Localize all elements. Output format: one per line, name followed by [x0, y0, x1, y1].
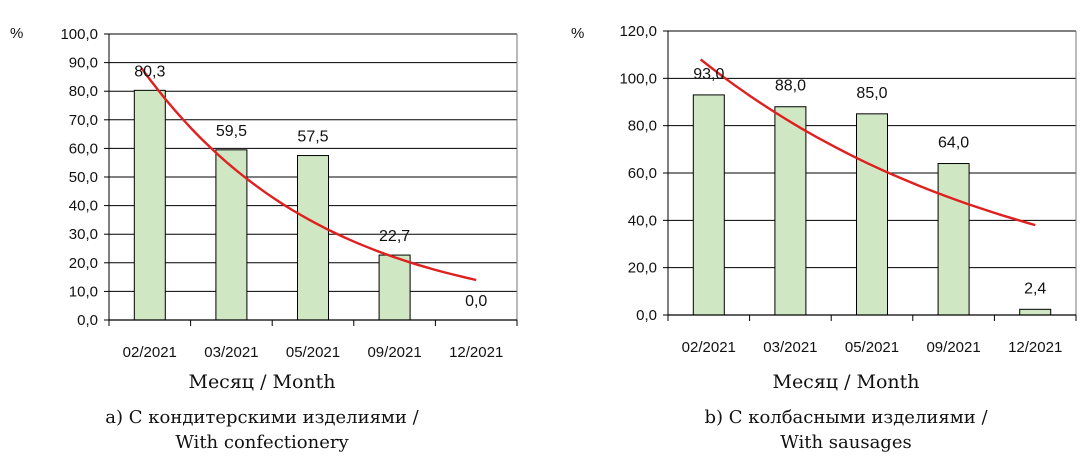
data-label: 0,0	[465, 293, 487, 310]
y-tick-label: 70,0	[69, 112, 98, 129]
x-axis-title: Месяц / Month	[188, 371, 335, 393]
y-tick-label: 40,0	[628, 212, 657, 229]
trend-line	[699, 58, 1036, 227]
data-label: 22,7	[379, 228, 410, 245]
y-tick-label: 120,0	[619, 23, 657, 40]
bar	[133, 89, 166, 321]
y-unit-label: %	[571, 25, 584, 42]
y-tick-label: 100,0	[60, 26, 98, 43]
bar	[856, 113, 888, 316]
y-tick-label: 0,0	[77, 312, 98, 329]
x-tick-label: 05/2021	[845, 339, 899, 356]
bar	[378, 254, 411, 321]
y-tick-label: 100,0	[619, 70, 657, 87]
bar	[692, 94, 725, 316]
data-label: 57,5	[297, 129, 328, 146]
data-label: 2,4	[1024, 280, 1046, 297]
x-tick-label: 02/2021	[682, 339, 736, 356]
x-tick-label: 05/2021	[286, 344, 340, 361]
chart-panel-1: 0,0 10,0 20,0 30,0 40,0 50,0 60,0 70,0 80,0 90,0 1…	[10, 25, 518, 453]
bar	[297, 155, 329, 321]
y-tick-label: 60,0	[69, 140, 98, 157]
x-axis-title: Месяц / Month	[772, 371, 919, 393]
y-tick-label: 80,0	[69, 83, 98, 100]
data-label: 80,3	[134, 63, 165, 80]
data-label: 93,0	[693, 66, 724, 83]
y-tick-label: 10,0	[69, 283, 98, 300]
bar	[774, 106, 807, 316]
panel-caption-line-2: With sausages	[780, 432, 911, 453]
trend-line	[140, 67, 477, 282]
x-tick-label: 09/2021	[367, 344, 421, 361]
panel-caption-line-1: а) С кондитерскими изделиями /	[105, 407, 419, 428]
y-tick-label: 20,0	[628, 260, 657, 277]
x-tick-label: 03/2021	[763, 339, 817, 356]
y-tick-label: 0,0	[636, 307, 657, 324]
panel-caption-line-2: With confectionery	[175, 432, 349, 453]
x-tick-label: 12/2021	[1008, 339, 1062, 356]
y-tick-label: 20,0	[69, 255, 98, 272]
panel-caption-line-1: b) С колбасными изделиями /	[704, 407, 988, 428]
y-tick-label: 60,0	[628, 165, 657, 182]
y-tick-label: 30,0	[69, 226, 98, 243]
x-tick-label: 02/2021	[123, 344, 177, 361]
data-label: 59,5	[216, 123, 247, 140]
y-tick-label: 80,0	[628, 118, 657, 135]
bar	[215, 149, 248, 321]
y-tick-label: 90,0	[69, 55, 98, 72]
bar	[937, 163, 970, 316]
data-label: 64,0	[938, 135, 969, 152]
x-tick-label: 12/2021	[449, 344, 503, 361]
bar	[1019, 308, 1052, 316]
y-unit-label: %	[10, 25, 23, 42]
x-tick-label: 03/2021	[204, 344, 258, 361]
data-label: 88,0	[775, 78, 806, 95]
y-tick-label: 50,0	[69, 169, 98, 186]
chart-panel-2: 0,0 20,0 40,0 60,0 80,0 100,0 120,0 02/2021 03/2…	[571, 23, 1077, 453]
y-tick-label: 40,0	[69, 198, 98, 215]
data-label: 85,0	[856, 85, 887, 102]
x-tick-label: 09/2021	[926, 339, 980, 356]
